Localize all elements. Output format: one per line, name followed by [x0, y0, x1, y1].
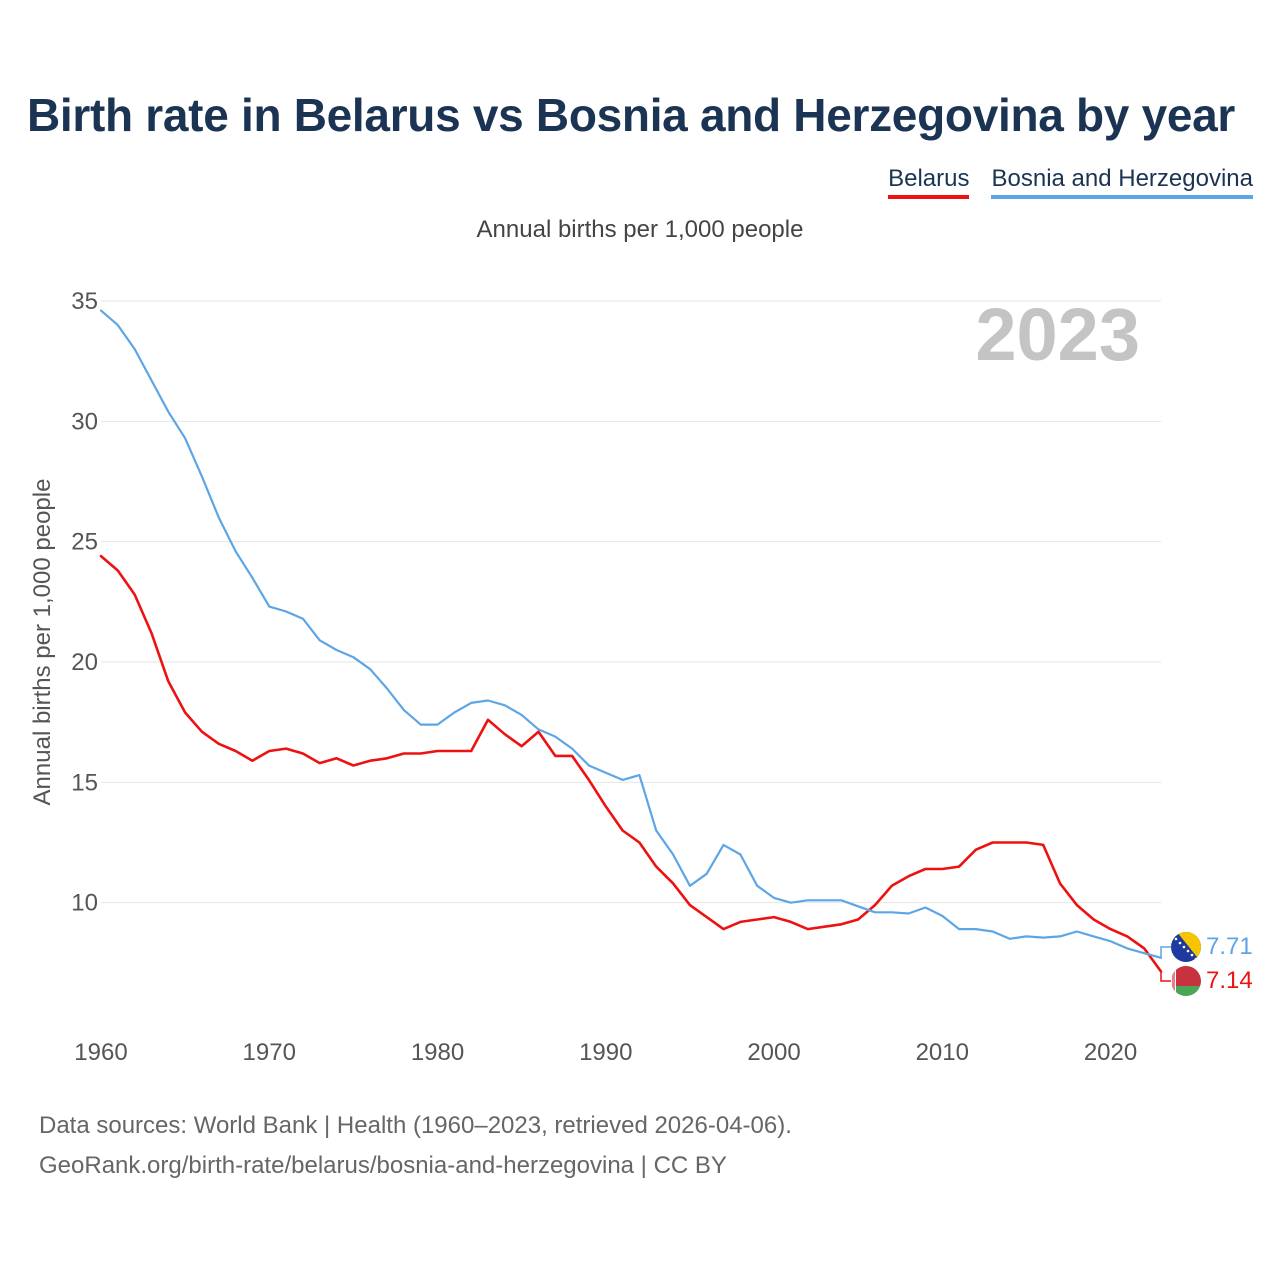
x-tick-label: 1970	[243, 1039, 296, 1066]
y-axis-ticks: 10 15 20 25 30 35	[71, 288, 98, 917]
legend: Belarus Bosnia and Herzegovina	[888, 165, 1253, 199]
x-tick-label: 2000	[747, 1039, 800, 1066]
legend-item-belarus[interactable]: Belarus	[888, 165, 970, 199]
y-tick-label: 15	[71, 769, 98, 796]
source-note: Data sources: World Bank | Health (1960–…	[39, 1106, 792, 1186]
source-line-data: Data sources: World Bank | Health (1960–…	[39, 1112, 792, 1139]
leader-line-belarus	[1160, 971, 1171, 982]
y-tick-label: 20	[71, 649, 98, 676]
grid-lines	[101, 300, 1161, 904]
x-tick-label: 1960	[74, 1039, 127, 1066]
y-axis-label: Annual births per 1,000 people	[29, 479, 56, 806]
end-value-bosnia-and-herzegovina: 7.71	[1206, 933, 1253, 960]
end-value-belarus: 7.14	[1206, 967, 1253, 994]
x-tick-label: 2010	[916, 1039, 969, 1066]
x-axis-ticks: 1960 1970 1980 1990 2000 2010 2020	[74, 1039, 1137, 1066]
chart-title: Birth rate in Belarus vs Bosnia and Herz…	[27, 89, 1236, 141]
series-line-belarus[interactable]	[99, 554, 1163, 973]
y-tick-label: 35	[71, 288, 98, 315]
chart-subtitle: Annual births per 1,000 people	[476, 216, 804, 243]
source-line-url[interactable]: GeoRank.org/birth-rate/belarus/bosnia-an…	[39, 1152, 727, 1179]
series-group	[99, 309, 1171, 982]
year-watermark: 2023	[975, 293, 1140, 376]
series-line-bosnia-and-herzegovina[interactable]	[99, 309, 1163, 959]
bosnia-flag-icon	[1171, 932, 1201, 962]
y-tick-label: 30	[71, 408, 98, 435]
x-tick-label: 2020	[1084, 1039, 1137, 1066]
x-tick-label: 1980	[411, 1039, 464, 1066]
belarus-flag-icon	[1171, 966, 1201, 996]
line-chart: 10 15 20 25 30 35 1960 1970 1980 1990 2000 2010 202…	[29, 288, 1253, 1066]
y-tick-label: 25	[71, 529, 98, 556]
legend-item-bosnia-and-herzegovina[interactable]: Bosnia and Herzegovina	[991, 165, 1253, 199]
leader-line-bosnia-and-herzegovina	[1160, 946, 1171, 958]
y-tick-label: 10	[71, 890, 98, 917]
x-tick-label: 1990	[579, 1039, 632, 1066]
